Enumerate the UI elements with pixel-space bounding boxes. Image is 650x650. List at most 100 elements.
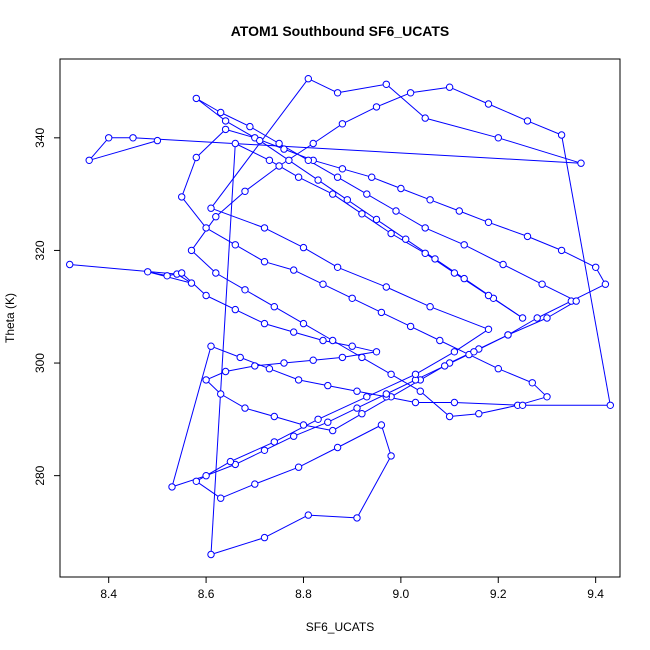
- data-point: [348, 342, 356, 350]
- data-point: [358, 210, 366, 218]
- data-point: [275, 162, 283, 170]
- series-segment: [312, 123, 343, 144]
- data-point: [217, 390, 225, 398]
- series-segment: [356, 393, 387, 409]
- data-point: [212, 269, 220, 277]
- series-segment: [419, 390, 450, 417]
- data-point: [294, 376, 303, 384]
- series-segment: [502, 264, 543, 285]
- series-segment: [244, 289, 275, 308]
- series-segment: [395, 210, 426, 229]
- data-point: [445, 83, 454, 91]
- series-segment: [454, 402, 523, 406]
- data-point: [450, 269, 459, 277]
- series-segment: [195, 98, 226, 122]
- data-point: [270, 303, 278, 311]
- series-segment: [390, 373, 421, 392]
- x-tick-label: 9.0: [393, 587, 410, 601]
- y-axis: 280 300 320 340: [33, 127, 60, 486]
- series-segment: [235, 309, 265, 325]
- series-segment: [298, 379, 328, 387]
- data-point: [260, 533, 269, 542]
- data-point: [231, 139, 240, 148]
- data-point: [202, 472, 210, 480]
- series-segment: [337, 266, 387, 288]
- data-point: [606, 401, 614, 409]
- data-point: [538, 280, 546, 288]
- series-segment: [293, 421, 328, 437]
- data-point: [441, 362, 449, 370]
- series-segment: [225, 365, 255, 372]
- series-segment: [410, 325, 441, 341]
- series-segment: [69, 264, 177, 275]
- series-segment: [317, 179, 348, 201]
- data-point: [382, 390, 390, 398]
- data-point: [353, 387, 361, 395]
- data-point: [280, 145, 288, 153]
- data-point: [290, 266, 298, 274]
- series-segment: [454, 328, 489, 353]
- data-point: [329, 336, 337, 345]
- data-point: [494, 134, 502, 142]
- data-point: [192, 477, 201, 485]
- data-point: [221, 117, 230, 125]
- data-point: [299, 243, 308, 252]
- data-point: [475, 410, 483, 418]
- chart-title: ATOM1 Southbound SF6_UCATS: [231, 23, 450, 39]
- series-points: [66, 75, 614, 559]
- data-point: [406, 322, 415, 331]
- series-lines: [69, 78, 611, 555]
- data-point: [202, 376, 210, 384]
- series-segment: [463, 244, 504, 265]
- series-segment: [313, 159, 343, 170]
- series-segment: [352, 345, 377, 353]
- data-point: [85, 156, 93, 165]
- data-point: [309, 139, 317, 148]
- series-segment: [191, 216, 217, 251]
- series-segment: [210, 537, 265, 555]
- series-segment: [269, 159, 299, 178]
- data-point: [192, 94, 201, 103]
- data-point: [377, 421, 386, 429]
- data-point: [217, 494, 225, 502]
- data-point: [260, 319, 269, 328]
- data-point: [178, 269, 186, 277]
- series-segment: [269, 368, 299, 381]
- data-point: [314, 176, 322, 184]
- series-segment: [454, 272, 489, 296]
- data-point: [504, 331, 512, 339]
- data-point: [431, 255, 439, 263]
- series-segment: [390, 233, 426, 254]
- series-segment: [536, 300, 572, 319]
- data-point: [436, 336, 444, 345]
- series-segment: [215, 272, 246, 291]
- data-point: [231, 305, 240, 314]
- data-point: [358, 353, 366, 362]
- data-point: [129, 134, 137, 142]
- series-segment: [371, 176, 402, 189]
- series-segment: [488, 103, 528, 122]
- data-point: [290, 432, 298, 440]
- data-point: [290, 328, 298, 336]
- y-axis-label: Theta (K): [3, 293, 17, 343]
- data-point: [572, 297, 580, 305]
- data-point: [557, 246, 566, 255]
- series-segment: [327, 385, 358, 392]
- data-point: [528, 379, 536, 387]
- data-point: [411, 398, 420, 407]
- series-segment: [89, 140, 158, 161]
- series-segment: [264, 323, 294, 333]
- data-point: [246, 122, 254, 131]
- data-point: [260, 258, 269, 266]
- data-point: [202, 224, 210, 232]
- series-segment: [498, 368, 533, 384]
- data-point: [202, 291, 210, 300]
- data-point: [178, 193, 186, 201]
- data-point: [226, 457, 235, 466]
- series-segment: [337, 424, 382, 448]
- series-segment: [274, 416, 304, 426]
- series-segment: [235, 244, 265, 263]
- data-point: [294, 173, 303, 181]
- series-segment: [132, 137, 582, 164]
- data-point: [304, 511, 312, 519]
